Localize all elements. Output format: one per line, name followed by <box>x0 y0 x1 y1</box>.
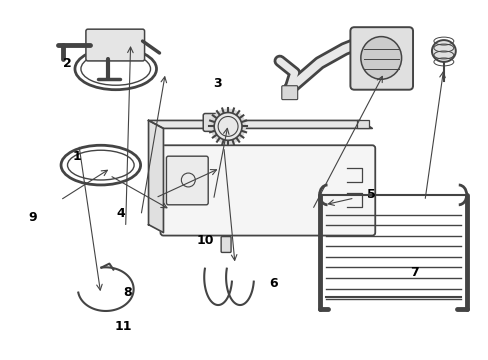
Circle shape <box>210 109 245 144</box>
Ellipse shape <box>360 37 401 79</box>
Text: 6: 6 <box>269 277 277 290</box>
Text: 10: 10 <box>197 234 214 247</box>
Ellipse shape <box>431 40 455 62</box>
Text: 8: 8 <box>123 286 132 299</box>
FancyBboxPatch shape <box>160 145 374 235</box>
FancyBboxPatch shape <box>281 86 297 100</box>
FancyBboxPatch shape <box>221 237 231 252</box>
FancyBboxPatch shape <box>166 156 208 205</box>
Text: 9: 9 <box>29 211 37 224</box>
Text: 2: 2 <box>62 57 71 71</box>
Text: 7: 7 <box>409 266 418 279</box>
Text: 4: 4 <box>116 207 124 220</box>
Text: 11: 11 <box>114 320 131 333</box>
FancyBboxPatch shape <box>350 27 412 90</box>
FancyBboxPatch shape <box>203 113 228 131</box>
Text: 1: 1 <box>72 150 81 163</box>
Polygon shape <box>148 121 371 129</box>
Text: 5: 5 <box>366 188 374 201</box>
Circle shape <box>214 113 242 140</box>
FancyBboxPatch shape <box>86 29 144 61</box>
Polygon shape <box>148 121 163 233</box>
Text: 3: 3 <box>213 77 222 90</box>
FancyBboxPatch shape <box>357 121 368 129</box>
